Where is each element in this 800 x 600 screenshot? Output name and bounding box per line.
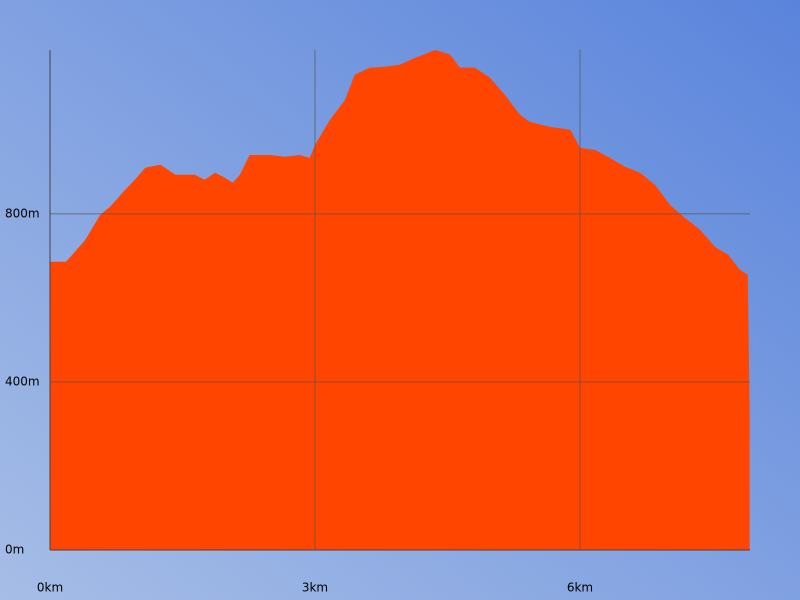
y-tick-label: 400m (5, 374, 40, 388)
elevation-area (50, 50, 750, 550)
x-tick-label: 0km (37, 581, 63, 595)
y-tick-label: 0m (5, 543, 24, 557)
y-tick-label: 800m (5, 206, 40, 220)
x-tick-label: 6km (567, 581, 593, 595)
x-tick-label: 3km (302, 581, 328, 595)
